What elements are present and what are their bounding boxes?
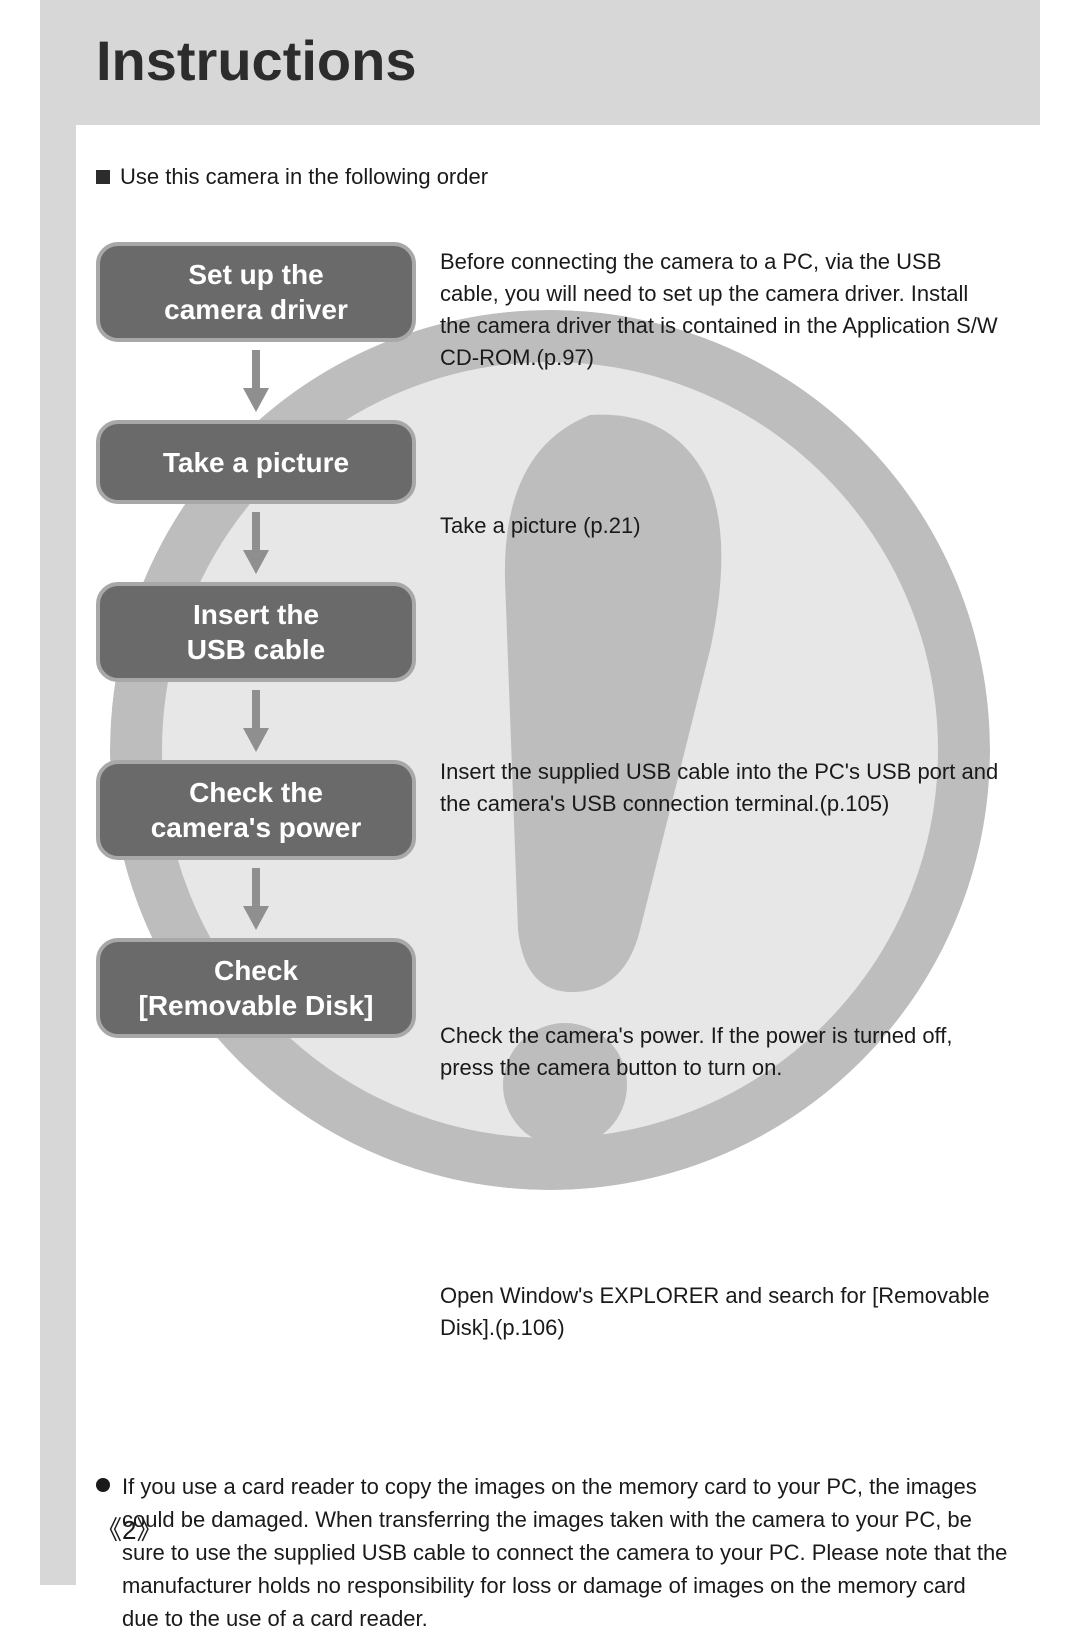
page-number: 《2》 <box>96 1510 163 1547</box>
flow-arrow-icon <box>241 860 271 938</box>
flow-step: Insert theUSB cable <box>96 582 416 682</box>
step-description: Open Window's EXPLORER and search for [R… <box>440 1280 1000 1344</box>
intro-text: Use this camera in the following order <box>120 164 488 190</box>
flow-step-line: [Removable Disk] <box>112 988 400 1023</box>
flow-arrow-icon <box>241 682 271 760</box>
flow-column: Set up thecamera driver Take a picture I… <box>96 242 416 1038</box>
step-description: Take a picture (p.21) <box>440 510 1000 542</box>
flow-step-line: Insert the <box>112 597 400 632</box>
flow-arrow-icon <box>241 342 271 420</box>
flow-step-line: USB cable <box>112 632 400 667</box>
flow-step-line: camera driver <box>112 292 400 327</box>
page-title: Instructions <box>96 28 416 93</box>
flow-step-line: camera's power <box>112 810 400 845</box>
step-description: Check the camera's power. If the power i… <box>440 1020 1000 1084</box>
left-strip <box>40 0 76 1585</box>
flow-step-line: Set up the <box>112 257 400 292</box>
flow-step: Take a picture <box>96 420 416 504</box>
flow-step: Check[Removable Disk] <box>96 938 416 1038</box>
flow-step-line: Check the <box>112 775 400 810</box>
square-bullet-icon <box>96 170 110 184</box>
footnote-text: If you use a card reader to copy the ima… <box>122 1470 1008 1635</box>
footnote: If you use a card reader to copy the ima… <box>96 1470 1008 1635</box>
intro-row: Use this camera in the following order <box>96 164 488 190</box>
flow-step-line: Check <box>112 953 400 988</box>
round-bullet-icon <box>96 1478 110 1492</box>
flow-step: Set up thecamera driver <box>96 242 416 342</box>
step-description: Before connecting the camera to a PC, vi… <box>440 246 1000 374</box>
flow-step: Check thecamera's power <box>96 760 416 860</box>
flow-step-line: Take a picture <box>112 445 400 480</box>
step-description: Insert the supplied USB cable into the P… <box>440 756 1000 820</box>
flow-arrow-icon <box>241 504 271 582</box>
